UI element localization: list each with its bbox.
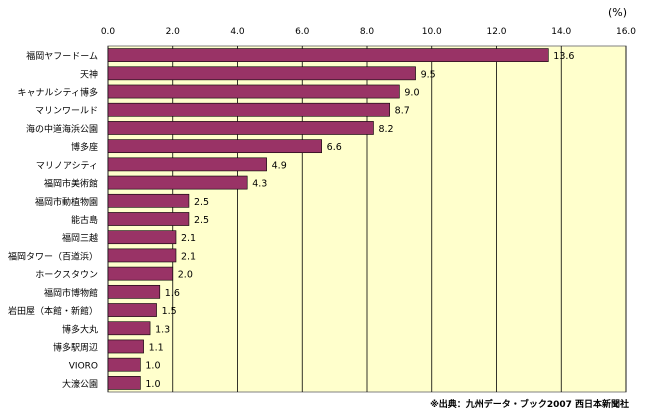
- value-label: 4.3: [252, 179, 267, 190]
- x-tick-label: 4.0: [230, 27, 245, 37]
- category-label: 福岡タワー（百道浜）: [8, 250, 98, 262]
- bar: [107, 212, 190, 226]
- category-label: マリンワールド: [35, 107, 98, 117]
- category-label: キャナルシティ博多: [18, 87, 98, 99]
- value-label: 2.5: [194, 197, 209, 208]
- category-label: 海の中道海浜公園: [26, 123, 98, 135]
- value-label: 1.3: [155, 324, 170, 335]
- bar: [107, 248, 177, 263]
- category-label: ホークスタウン: [35, 270, 98, 281]
- value-label: 1.5: [162, 306, 177, 317]
- x-tick-label: 16.0: [616, 27, 636, 37]
- value-label: 8.7: [395, 106, 410, 117]
- x-tick-label: 8.0: [360, 27, 375, 37]
- category-label: 岩田屋（本館・新館）: [8, 305, 98, 317]
- bar: [107, 339, 144, 354]
- x-tick-label: 14.0: [551, 27, 571, 37]
- value-labels: 13.6 9.59.0 8.78.2 6.6 4.9 4.3 2.5 2.5 2.1 2.1 2.0…: [145, 51, 574, 390]
- bar: [107, 139, 322, 154]
- category-label: 博多座: [71, 141, 98, 153]
- category-label: 博多駅周辺: [53, 341, 98, 353]
- category-label: マリノアシティ: [36, 160, 98, 171]
- tick-labels: 0.0 2.0 4.0 6.0 8.0 10.0 12.0 14.0 16.0: [101, 27, 636, 37]
- bar: [107, 357, 141, 372]
- x-tick-label: 0.0: [101, 27, 116, 37]
- value-label: 2.1: [181, 251, 196, 262]
- category-label: 福岡ヤフードーム: [26, 50, 98, 62]
- x-tick-label: 12.0: [486, 27, 506, 37]
- value-label: 13.6: [553, 51, 574, 62]
- category-label: VIORO: [69, 362, 98, 372]
- value-label: 1.1: [149, 342, 164, 353]
- value-label: 2.0: [178, 270, 193, 281]
- bar: [107, 48, 549, 62]
- bar: [107, 175, 248, 190]
- x-tick-label: 6.0: [295, 27, 310, 37]
- bar: [107, 303, 157, 317]
- category-label: 天神: [80, 68, 98, 80]
- bars: [107, 48, 549, 390]
- unit-label: (%): [608, 6, 628, 19]
- bar: [107, 193, 190, 208]
- x-tick-label: 10.0: [422, 27, 442, 37]
- bar: [107, 376, 141, 390]
- value-label: 1.0: [145, 379, 160, 390]
- category-label: 福岡市動植物園: [35, 196, 98, 208]
- category-label: 福岡市博物館: [44, 287, 98, 299]
- value-label: 9.5: [421, 69, 436, 80]
- bar: [107, 84, 400, 99]
- bar: [107, 121, 374, 135]
- bar: [107, 266, 174, 281]
- value-label: 9.0: [404, 88, 419, 99]
- value-label: 2.5: [194, 215, 209, 226]
- value-label: 8.2: [378, 124, 393, 135]
- category-label: 能古島: [71, 214, 98, 226]
- value-label: 6.6: [327, 142, 342, 153]
- source-note: ※出典：九州データ・ブック2007 西日本新聞社: [430, 400, 629, 410]
- category-label: 大濠公園: [62, 378, 98, 390]
- value-label: 2.1: [181, 233, 196, 244]
- bar: [107, 102, 390, 117]
- category-label: 福岡市美術館: [44, 178, 98, 190]
- value-label: 1.6: [165, 288, 180, 299]
- bar: [107, 66, 416, 81]
- bar: [107, 284, 161, 299]
- value-label: 1.0: [145, 361, 160, 372]
- category-label: 博多大丸: [62, 323, 98, 335]
- bar: [107, 230, 177, 245]
- category-label: 福岡三越: [62, 232, 98, 244]
- category-labels: 福岡ヤフードーム天神キャナルシティ博多マリンワールド海の中道海浜公園博多座マリノ…: [8, 50, 98, 390]
- bar: [107, 321, 151, 336]
- bar: [107, 157, 267, 172]
- value-label: 4.9: [272, 160, 287, 171]
- x-tick-label: 2.0: [166, 27, 181, 37]
